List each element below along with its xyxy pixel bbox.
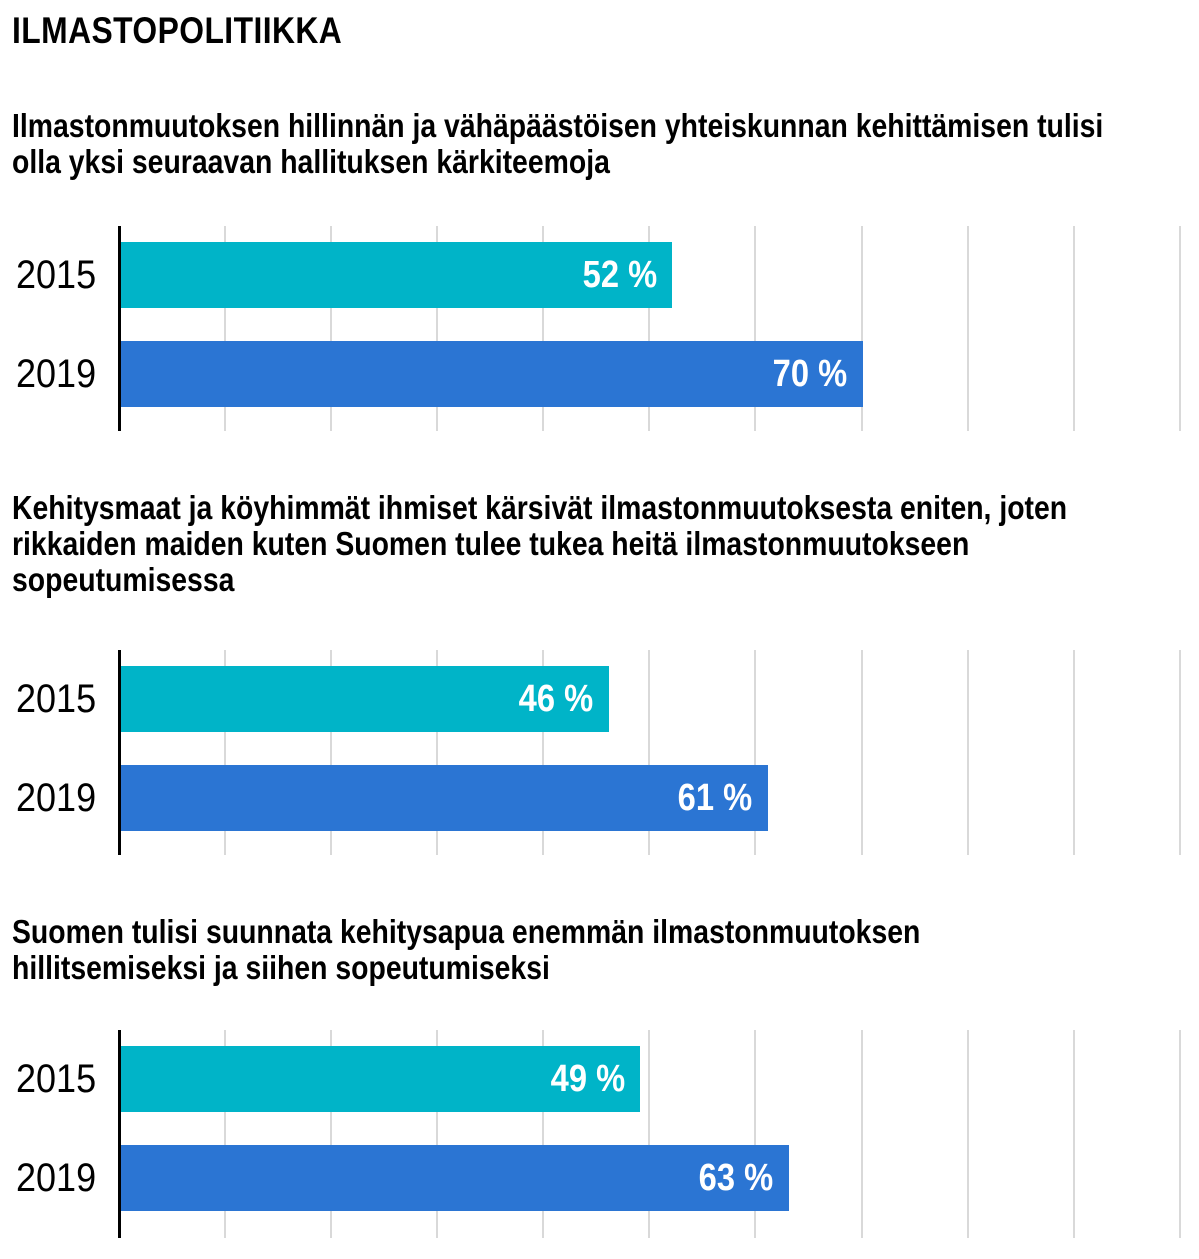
bar-2015: 52 % [121,242,673,308]
gridline [754,1030,756,1238]
data-label: 46 % [518,677,594,720]
gridline [224,650,226,855]
bar-2015: 46 % [121,666,609,732]
gridline [1073,650,1075,855]
y-axis-line [118,650,121,855]
bar-2019: 70 % [121,341,863,407]
tick-label-2015: 2015 [16,677,97,721]
gridline [861,650,863,855]
plot-area: 2015 49 % 2019 63 % [0,1030,1199,1238]
gridline [542,1030,544,1238]
gridline [1179,1030,1181,1238]
gridline [861,1030,863,1238]
tick-label-2015: 2015 [16,253,97,297]
tick-label-2019: 2019 [16,776,97,820]
gridline [436,650,438,855]
y-axis-line [118,1030,121,1238]
gridline [1179,650,1181,855]
chart-title: Ilmastonmuutoksen hillinnän ja vähäpääst… [12,107,1104,180]
gridline [330,1030,332,1238]
data-label: 70 % [773,352,848,395]
tick-label-2015: 2015 [16,1057,97,1101]
gridline [542,226,544,431]
gridline [861,226,863,431]
gridline [330,650,332,855]
gridline [224,1030,226,1238]
gridline [648,226,650,431]
data-label: 49 % [550,1057,625,1100]
gridline [1073,226,1075,431]
plot-area: 2015 52 % 2019 70 % [0,226,1199,431]
data-label: 61 % [677,776,753,819]
gridline [436,1030,438,1238]
chart-title: Kehitysmaat ja köyhimmät ihmiset kärsivä… [12,489,1068,598]
tick-label-2019: 2019 [16,352,97,396]
tick-label-2019: 2019 [16,1156,97,1200]
gridline [542,650,544,855]
gridline [224,226,226,431]
bar-2019: 61 % [121,765,768,831]
gridline [1073,1030,1075,1238]
y-axis-line [118,226,121,431]
data-label: 52 % [582,253,657,296]
bar-2019: 63 % [121,1145,789,1211]
gridline [967,1030,969,1238]
data-label: 63 % [698,1156,774,1199]
gridline [967,650,969,855]
plot-area: 2015 46 % 2019 61 % [0,650,1199,855]
gridline [330,226,332,431]
gridline [1179,226,1181,431]
bar-2015: 49 % [121,1046,641,1112]
gridline [648,1030,650,1238]
gridline [648,650,650,855]
chart-title: Suomen tulisi suunnata kehitysapua enemm… [12,913,921,986]
gridline [754,226,756,431]
gridline [436,226,438,431]
gridline [754,650,756,855]
page-title: ILMASTOPOLITIIKKA [12,10,343,51]
gridline [967,226,969,431]
